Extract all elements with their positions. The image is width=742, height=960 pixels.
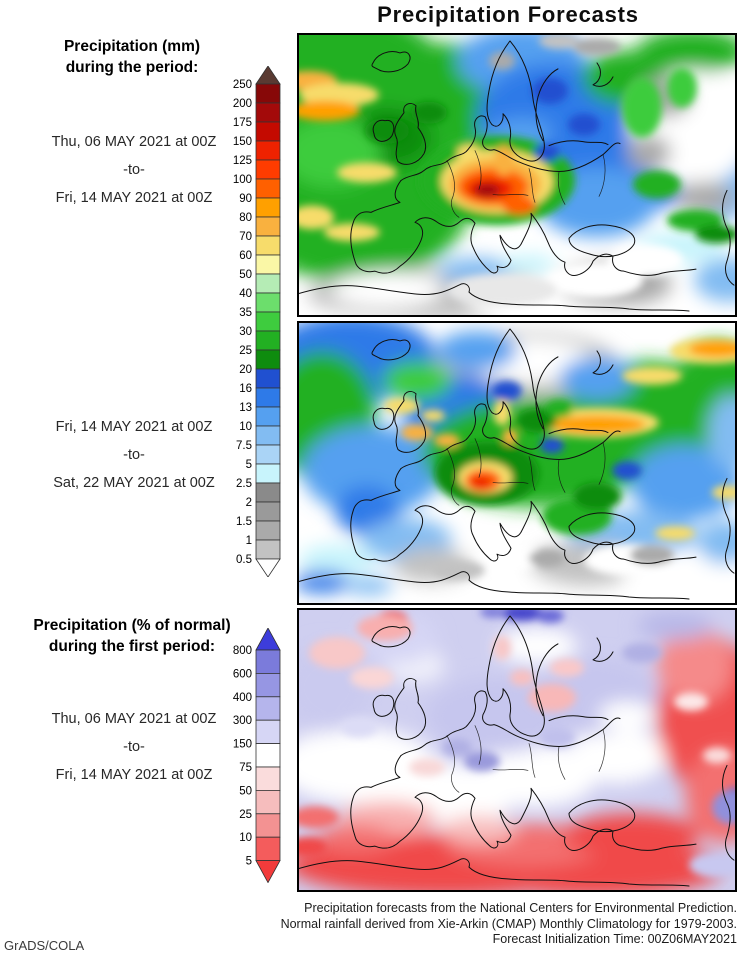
svg-text:35: 35 bbox=[239, 307, 252, 319]
period2-to-label: -to- bbox=[123, 447, 145, 463]
legend-pct-heading: Precipitation (% of normal) during the f… bbox=[6, 615, 258, 657]
period1-end-date: Fri, 14 MAY 2021 at 00Z bbox=[55, 190, 213, 206]
svg-text:20: 20 bbox=[239, 364, 252, 376]
svg-text:16: 16 bbox=[239, 383, 252, 395]
svg-text:1: 1 bbox=[246, 535, 252, 547]
period2-end-date: Sat, 22 MAY 2021 at 00Z bbox=[53, 475, 215, 491]
grads-credit: GrADS/COLA bbox=[4, 938, 85, 953]
map-precip-mm-period1 bbox=[297, 33, 737, 317]
legend-pct-heading-line1: Precipitation (% of normal) bbox=[33, 617, 231, 634]
footer-line2: Normal rainfall derived from Xie-Arkin (… bbox=[280, 916, 737, 931]
colorbar-mm: 2502001751501251009080706050403530252016… bbox=[233, 66, 281, 577]
svg-text:80: 80 bbox=[239, 212, 252, 224]
svg-text:40: 40 bbox=[239, 288, 252, 300]
svg-text:75: 75 bbox=[239, 762, 252, 774]
page-title: Precipitation Forecasts bbox=[377, 2, 639, 27]
svg-text:70: 70 bbox=[239, 231, 252, 243]
map-precip-mm-period2 bbox=[297, 321, 737, 605]
svg-text:25: 25 bbox=[239, 345, 252, 357]
svg-text:7.5: 7.5 bbox=[236, 440, 252, 452]
period2-start-date: Fri, 14 MAY 2021 at 00Z bbox=[55, 419, 213, 435]
svg-text:1.5: 1.5 bbox=[236, 516, 252, 528]
svg-text:90: 90 bbox=[239, 193, 252, 205]
legend-mm-heading: Precipitation (mm) during the period: bbox=[6, 36, 258, 78]
svg-text:200: 200 bbox=[233, 98, 252, 110]
pct-period-end-date: Fri, 14 MAY 2021 at 00Z bbox=[55, 767, 213, 783]
svg-text:150: 150 bbox=[233, 739, 252, 751]
svg-text:600: 600 bbox=[233, 668, 252, 680]
svg-text:175: 175 bbox=[233, 117, 252, 129]
svg-text:5: 5 bbox=[246, 459, 252, 471]
pct-period-to-label: -to- bbox=[123, 739, 145, 755]
svg-text:13: 13 bbox=[239, 402, 252, 414]
svg-text:100: 100 bbox=[233, 174, 252, 186]
svg-text:10: 10 bbox=[239, 421, 252, 433]
period1-dates: Thu, 06 MAY 2021 at 00Z -to- Fri, 14 MAY… bbox=[8, 128, 260, 212]
svg-text:125: 125 bbox=[233, 155, 252, 167]
svg-text:800: 800 bbox=[233, 645, 252, 657]
svg-text:60: 60 bbox=[239, 250, 252, 262]
svg-text:2.5: 2.5 bbox=[236, 478, 252, 490]
svg-text:250: 250 bbox=[233, 79, 252, 91]
svg-text:25: 25 bbox=[239, 809, 252, 821]
legend-mm-heading-line1: Precipitation (mm) bbox=[63, 38, 201, 55]
map-precip-pct-normal bbox=[297, 608, 737, 892]
svg-text:50: 50 bbox=[239, 785, 252, 797]
svg-text:30: 30 bbox=[239, 326, 252, 338]
footer-line1: Precipitation forecasts from the Nationa… bbox=[304, 901, 737, 915]
svg-text:10: 10 bbox=[239, 832, 252, 844]
svg-text:50: 50 bbox=[239, 269, 252, 281]
svg-text:2: 2 bbox=[246, 497, 252, 509]
period2-dates: Fri, 14 MAY 2021 at 00Z -to- Sat, 22 MAY… bbox=[8, 413, 260, 497]
svg-text:5: 5 bbox=[246, 856, 252, 868]
svg-text:400: 400 bbox=[233, 692, 252, 704]
period1-to-label: -to- bbox=[123, 162, 145, 178]
legend-pct-heading-line2: during the first period: bbox=[48, 638, 216, 655]
footer-line3: Forecast Initialization Time: 00Z06MAY20… bbox=[492, 932, 737, 946]
svg-text:0.5: 0.5 bbox=[236, 554, 252, 566]
svg-text:300: 300 bbox=[233, 715, 252, 727]
pct-period-start-date: Thu, 06 MAY 2021 at 00Z bbox=[51, 711, 217, 727]
svg-text:150: 150 bbox=[233, 136, 252, 148]
legend-mm-heading-line2: during the period: bbox=[65, 59, 199, 76]
pct-period-dates: Thu, 06 MAY 2021 at 00Z -to- Fri, 14 MAY… bbox=[8, 705, 260, 789]
period1-start-date: Thu, 06 MAY 2021 at 00Z bbox=[51, 134, 217, 150]
colorbar-pct: 800 600 400 300 150 75 50 25 10 5 bbox=[233, 628, 281, 883]
footer-attribution: Precipitation forecasts from the Nationa… bbox=[150, 901, 737, 948]
